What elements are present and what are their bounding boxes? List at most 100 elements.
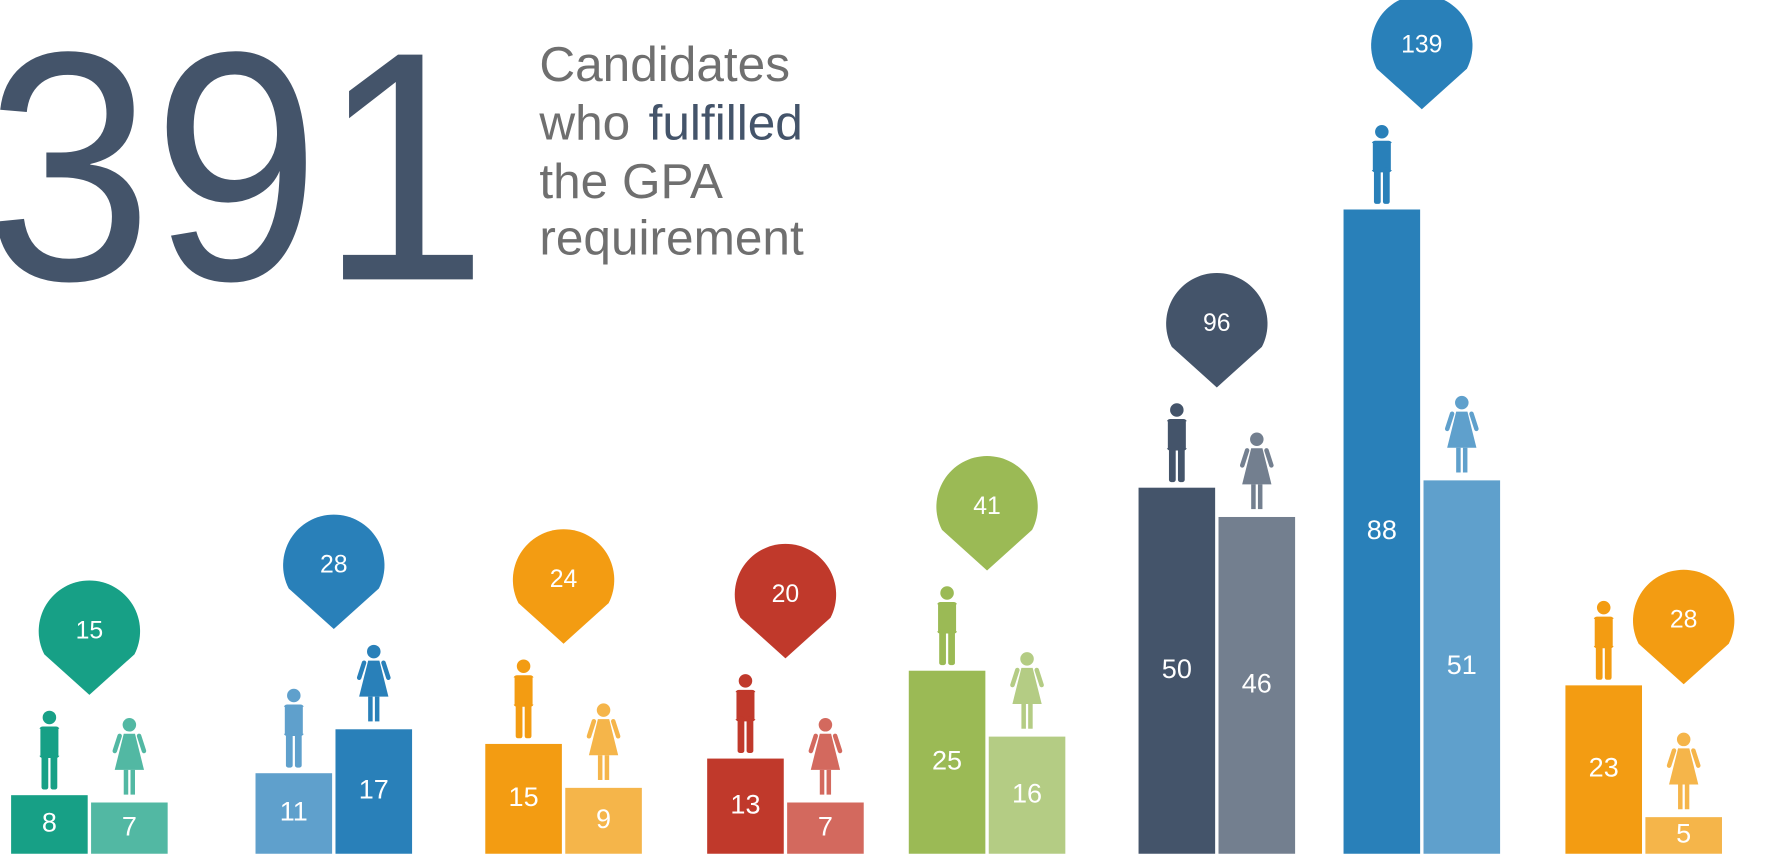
icon-head bbox=[1170, 403, 1184, 417]
total-balloon bbox=[283, 514, 385, 630]
icon-gap bbox=[754, 692, 757, 720]
total-label: 96 bbox=[1203, 310, 1231, 337]
total-balloon bbox=[1166, 273, 1268, 388]
icon-leg bbox=[524, 702, 532, 739]
icon-body bbox=[1166, 418, 1187, 451]
male-icon bbox=[38, 710, 61, 790]
icon-gap bbox=[935, 604, 939, 632]
icon-head bbox=[940, 586, 954, 600]
bar-value-label: 7 bbox=[818, 811, 833, 841]
bar bbox=[1218, 516, 1296, 854]
icon-dress bbox=[810, 733, 841, 770]
icon-head bbox=[1455, 395, 1469, 410]
icon-leg bbox=[746, 716, 754, 753]
total-balloon bbox=[512, 529, 615, 644]
female-icon bbox=[1444, 395, 1479, 473]
icon-arm bbox=[1691, 748, 1701, 768]
icon-head bbox=[738, 674, 753, 688]
icon-body bbox=[936, 602, 958, 634]
icon-arm bbox=[1444, 411, 1455, 432]
bar-value-label: 7 bbox=[122, 811, 137, 841]
total-balloon bbox=[38, 580, 141, 695]
male-icon bbox=[1592, 600, 1615, 680]
icon-leg bbox=[1177, 446, 1185, 483]
subtitle-emphasis: fulfilled bbox=[649, 95, 803, 151]
bar-value-label: 23 bbox=[1589, 753, 1619, 783]
icon-gap bbox=[1165, 421, 1168, 449]
icon-gap bbox=[38, 728, 41, 756]
icon-leg bbox=[1678, 784, 1683, 810]
icon-body bbox=[735, 689, 756, 722]
bar bbox=[787, 802, 864, 854]
icon-dress bbox=[1242, 448, 1272, 485]
total-balloon bbox=[734, 543, 837, 659]
icon-body bbox=[513, 675, 534, 707]
bar-value-label: 16 bbox=[1012, 778, 1042, 808]
icon-arm bbox=[1010, 667, 1020, 688]
icon-gap bbox=[1390, 143, 1394, 171]
icon-arm bbox=[1034, 667, 1044, 688]
icon-leg bbox=[737, 716, 745, 753]
icon-leg bbox=[285, 731, 293, 768]
bar-value-label: 8 bbox=[42, 808, 57, 838]
bar bbox=[255, 773, 333, 854]
bar-value-label: 5 bbox=[1676, 819, 1691, 849]
female-icon bbox=[586, 703, 621, 780]
bar bbox=[335, 729, 413, 854]
icon-leg bbox=[41, 753, 49, 790]
icon-head bbox=[596, 703, 611, 717]
icon-arm bbox=[1469, 411, 1479, 432]
total-label: 139 bbox=[1401, 32, 1442, 59]
bar-value-label: 9 bbox=[596, 804, 611, 834]
icon-arm bbox=[1264, 448, 1274, 468]
icon-dress bbox=[359, 660, 389, 697]
icon-gap bbox=[1592, 618, 1595, 646]
icon-leg bbox=[948, 629, 955, 666]
icon-dress bbox=[1447, 411, 1477, 448]
icon-leg bbox=[50, 753, 58, 790]
bar bbox=[485, 743, 562, 854]
icon-head bbox=[516, 659, 531, 673]
bar bbox=[707, 758, 784, 854]
icon-arm bbox=[356, 660, 367, 680]
total-label: 28 bbox=[320, 552, 348, 579]
icon-body bbox=[1371, 140, 1392, 173]
icon-leg bbox=[1684, 784, 1690, 810]
icon-arm bbox=[832, 733, 843, 754]
bar-value-label: 46 bbox=[1242, 669, 1272, 699]
male-icon bbox=[282, 688, 306, 768]
subtitle: Candidates bbox=[539, 36, 790, 92]
icon-arm bbox=[381, 660, 391, 680]
icon-leg bbox=[1595, 643, 1603, 680]
male-icon bbox=[734, 674, 757, 753]
icon-leg bbox=[123, 769, 129, 795]
icon-gap bbox=[58, 728, 61, 756]
bar bbox=[565, 787, 642, 854]
bar-value-label: 17 bbox=[359, 775, 389, 805]
bar-value-label: 51 bbox=[1447, 650, 1477, 680]
icon-dress bbox=[588, 719, 619, 756]
icon-arm bbox=[808, 733, 818, 754]
icon-arm bbox=[611, 719, 621, 739]
icon-leg bbox=[1028, 703, 1033, 729]
female-icon bbox=[1666, 732, 1701, 810]
icon-gap bbox=[282, 706, 285, 734]
total-balloon bbox=[1371, 0, 1473, 110]
bar bbox=[1343, 209, 1421, 854]
total-label: 15 bbox=[76, 617, 104, 644]
icon-gap bbox=[1185, 421, 1189, 449]
icon-gap bbox=[512, 677, 515, 705]
icon-leg bbox=[1382, 167, 1390, 204]
icon-leg bbox=[1456, 447, 1461, 473]
total-label: 24 bbox=[550, 566, 578, 593]
icon-gap bbox=[532, 677, 535, 705]
icon-leg bbox=[368, 696, 373, 722]
bar-value-label: 13 bbox=[730, 789, 760, 819]
bar-value-label: 11 bbox=[280, 797, 308, 827]
bar-value-label: 88 bbox=[1367, 515, 1397, 545]
icon-head bbox=[42, 710, 57, 725]
big-number: 391 bbox=[0, 0, 488, 349]
male-icon bbox=[935, 586, 959, 666]
female-icon bbox=[1010, 652, 1044, 729]
bar bbox=[1565, 685, 1643, 854]
